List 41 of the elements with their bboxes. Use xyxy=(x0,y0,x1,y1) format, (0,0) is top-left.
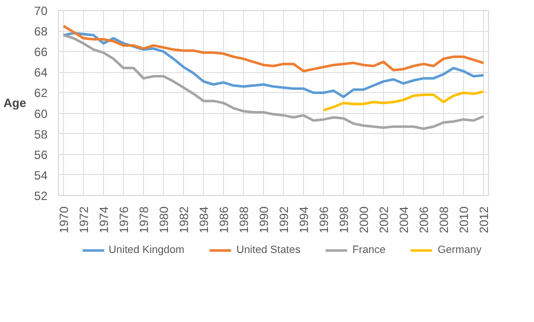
x-tick-label: 2004 xyxy=(397,206,411,234)
x-tick-label: 1996 xyxy=(317,206,331,234)
x-tick-label: 1974 xyxy=(97,206,111,234)
x-tick-label: 1998 xyxy=(337,206,351,234)
x-tick-label: 2012 xyxy=(477,206,491,234)
legend-label: France xyxy=(352,244,386,256)
legend-label: United Kingdom xyxy=(108,244,184,256)
y-tick-label: 52 xyxy=(34,189,48,203)
line-series xyxy=(62,24,485,72)
x-tick-label: 1988 xyxy=(237,206,251,234)
x-tick-label: 1978 xyxy=(137,206,151,234)
x-tick-label: 1992 xyxy=(277,206,291,234)
x-tick-label: 1994 xyxy=(297,206,311,234)
x-tick-label: 2008 xyxy=(437,206,451,234)
x-tick-label: 1990 xyxy=(257,206,271,234)
x-tick-label: 1982 xyxy=(177,206,191,234)
x-tick-label: 1972 xyxy=(77,206,91,234)
legend-label: Germany xyxy=(438,244,482,256)
x-tick-label: 1984 xyxy=(197,206,211,234)
x-tick-label: 1970 xyxy=(57,206,71,234)
y-tick-label: 54 xyxy=(34,168,48,182)
y-tick-label: 66 xyxy=(34,45,48,60)
y-tick-label: 70 xyxy=(34,4,48,18)
line-series xyxy=(62,34,485,130)
x-tick-label: 2000 xyxy=(357,206,371,234)
line-series xyxy=(322,90,485,112)
x-tick-label: 1980 xyxy=(157,206,171,234)
y-tick-label: 58 xyxy=(34,127,48,142)
y-tick-label: 64 xyxy=(34,66,48,80)
x-tick-label: 1986 xyxy=(217,206,231,234)
x-tick-label: 2006 xyxy=(417,206,431,234)
x-tick-label: 2010 xyxy=(457,206,471,234)
line-series xyxy=(62,32,485,98)
y-tick-label: 60 xyxy=(34,106,48,121)
x-tick-label: 1976 xyxy=(117,206,131,234)
legend-label: United States xyxy=(236,244,300,256)
y-tick-label: 56 xyxy=(34,148,48,162)
y-tick-label: 62 xyxy=(34,86,48,100)
y-axis-title: Age xyxy=(3,96,26,110)
y-tick-label: 68 xyxy=(34,24,48,39)
x-tick-label: 2002 xyxy=(377,206,391,234)
